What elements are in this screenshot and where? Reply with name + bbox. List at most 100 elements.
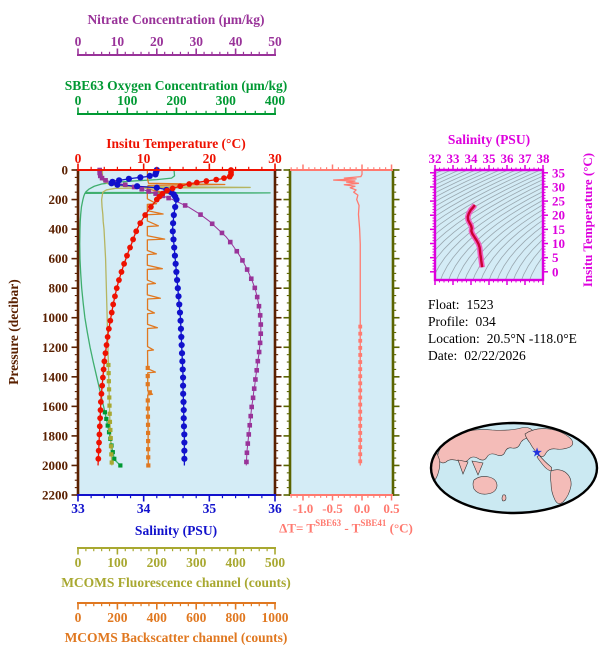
temperature-axis: 0 10 20 30 — [75, 151, 282, 171]
tick-label: 35 — [203, 501, 217, 516]
world-map: ★ — [429, 421, 599, 515]
salinity-axis: 33 34 35 36 — [71, 494, 282, 516]
float-info-line: Date: 02/22/2026 — [428, 347, 577, 364]
location-value: 20.5°N -118.0°E — [486, 331, 577, 346]
float-info: Float: 1523 Profile: 034 Location: 20.5°N -… — [428, 296, 577, 364]
ts-salinity-tick-label: 34 — [465, 151, 479, 166]
backscatter-axis: 0 200 400 600 800 1000 — [75, 602, 289, 625]
tick-label: 0 — [75, 610, 82, 625]
tick-label: 50 — [268, 34, 282, 49]
nitrate-axis: 0 10 20 30 40 50 — [75, 34, 282, 56]
tick-label: 0 — [75, 34, 82, 49]
ts-salinity-tick-label: 37 — [519, 151, 533, 166]
ts-temperature-tick-label: 10 — [552, 236, 565, 251]
pressure-tick-label: 1000 — [42, 310, 68, 325]
dt-tick-label: -1.0 — [293, 501, 314, 516]
tick-label: 200 — [107, 610, 128, 625]
tick-label: 1000 — [262, 610, 289, 625]
pressure-tick-label: 1400 — [42, 369, 68, 384]
profile-number: 034 — [475, 314, 496, 329]
dt-tick-label: 0.5 — [383, 501, 400, 516]
fluorescence-markers — [106, 362, 114, 465]
tick-label: 400 — [147, 610, 168, 625]
tick-label: 0 — [75, 151, 82, 166]
fluorescence-profile — [100, 170, 251, 466]
float-position-star: ★ — [532, 447, 542, 459]
fluorescence-axis-title: MCOMS Fluorescence channel (counts) — [61, 575, 291, 590]
pressure-axis-title: Pressure (decibar) — [6, 279, 21, 385]
tick-label: 33 — [71, 501, 85, 516]
pressure-axis: 0 200 400 600 800 1000 1200 1400 1600 1800 2000 220… — [42, 163, 282, 503]
nitrate-axis-title: Nitrate Concentration (μm/kg) — [87, 12, 265, 27]
ts-temperature-tick-label: 30 — [552, 179, 565, 194]
tick-label: 300 — [216, 93, 237, 108]
tick-label: 500 — [265, 555, 286, 570]
map-land — [431, 427, 583, 504]
tick-label: 20 — [150, 34, 164, 49]
backscatter-profile — [146, 169, 226, 466]
tick-label: 200 — [147, 555, 168, 570]
pressure-tick-label: 1800 — [42, 428, 68, 443]
tick-label: 100 — [107, 555, 128, 570]
ts-salinity-tick-label: 33 — [447, 151, 461, 166]
float-info-line: Float: 1523 — [428, 296, 577, 313]
pressure-tick-label: 1600 — [42, 399, 68, 414]
tick-label: 10 — [137, 151, 151, 166]
ts-temperature-tick-label: 5 — [552, 250, 559, 265]
float-info-line: Profile: 034 — [428, 313, 577, 330]
pressure-tick-label: 600 — [49, 251, 69, 266]
oxygen-axis: 0 100 200 300 400 — [75, 93, 286, 115]
main-plot — [78, 166, 275, 495]
ts-salinity-tick-label: 36 — [501, 151, 515, 166]
tick-label: 0 — [75, 555, 82, 570]
tick-label: 36 — [268, 501, 282, 516]
fluorescence-axis: 0 100 200 300 400 500 — [75, 547, 286, 570]
tick-label: 400 — [265, 93, 286, 108]
tick-label: 0 — [75, 93, 82, 108]
temperature-markers — [95, 167, 234, 462]
float-number: 1523 — [466, 297, 494, 312]
ts-temperature-tick-label: 15 — [552, 222, 566, 237]
tick-label: 34 — [137, 501, 151, 516]
pressure-tick-label: 2000 — [42, 458, 68, 473]
tick-label: 40 — [229, 34, 243, 49]
ts-salinity-tick-label: 32 — [429, 151, 442, 166]
ts-temperature-tick-label: 35 — [552, 165, 566, 180]
backscatter-axis-title: MCOMS Backscatter channel (counts) — [64, 630, 288, 645]
pressure-tick-label: 1200 — [42, 340, 68, 355]
tick-label: 300 — [186, 555, 207, 570]
tick-label: 400 — [225, 555, 246, 570]
ts-profile-curve — [465, 203, 485, 269]
tick-label: 600 — [186, 610, 207, 625]
pressure-tick-label: 400 — [49, 222, 69, 237]
salinity-markers — [108, 166, 188, 462]
ts-salinity-axis-title: Salinity (PSU) — [447, 132, 531, 147]
ts-temperature-tick-label: 20 — [552, 208, 565, 223]
temperature-axis-title: Insitu Temperature (°C) — [106, 136, 246, 151]
location-label: Location: — [428, 331, 480, 346]
pressure-tick-label: 0 — [62, 163, 69, 178]
ts-temperature-axis-title: Insitu Temperature (°C) — [580, 152, 595, 288]
dt-tick-label: -0.5 — [322, 501, 343, 516]
ts-temperature-tick-label: 25 — [552, 194, 566, 209]
tick-label: 30 — [268, 151, 282, 166]
tick-label: 800 — [225, 610, 246, 625]
date-value: 02/22/2026 — [464, 348, 526, 363]
dt-axis-title: ΔT= TSBE63 - TSBE41 (°C) — [279, 518, 413, 536]
pressure-tick-label: 200 — [49, 192, 69, 207]
profile-label: Profile: — [428, 314, 469, 329]
tick-label: 30 — [189, 34, 203, 49]
tick-label: 20 — [203, 151, 217, 166]
backscatter-markers — [145, 365, 152, 468]
ts-temperature-tick-label: 0 — [552, 264, 559, 279]
tick-label: 10 — [111, 34, 125, 49]
float-label: Float: — [428, 297, 460, 312]
tick-label: 100 — [117, 93, 138, 108]
dt-tick-label: 0.0 — [354, 501, 370, 516]
salinity-axis-title: Salinity (PSU) — [134, 523, 218, 538]
date-label: Date: — [428, 348, 458, 363]
pressure-tick-label: 2200 — [42, 488, 68, 503]
